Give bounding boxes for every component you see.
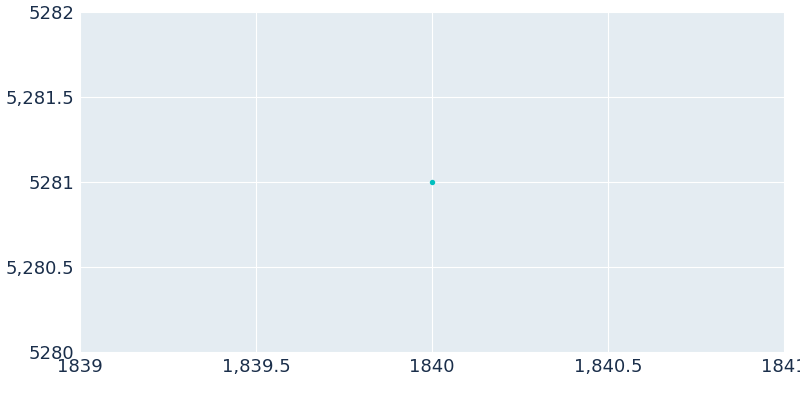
Point	[426, 179, 438, 185]
